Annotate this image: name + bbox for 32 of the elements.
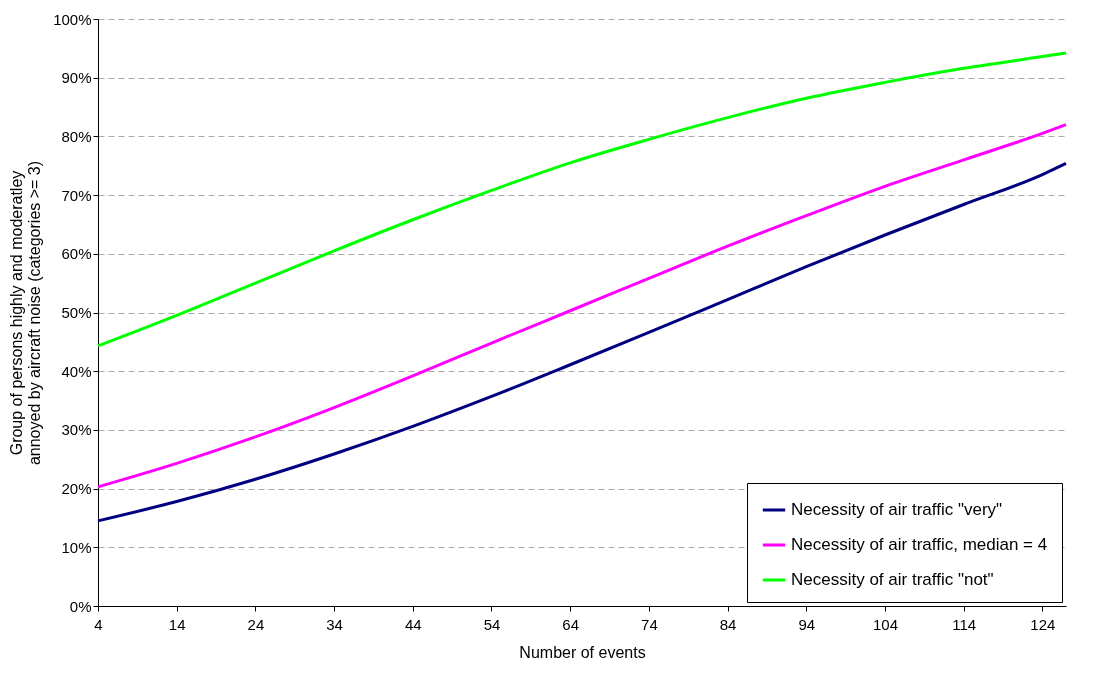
x-tick-label: 54 [483,615,501,633]
y-tick-label: 0% [69,597,92,615]
line-series [96,51,1068,348]
y-tick-label: 60% [61,245,92,263]
x-tick-label: 114 [952,615,977,633]
y-tick-label: 80% [61,127,92,145]
x-tick-label: 24 [247,615,265,633]
x-tick-label: 94 [798,615,816,633]
x-tick-label: 124 [1030,615,1056,633]
line-series [96,161,1068,523]
x-tick-label: 84 [719,615,737,633]
x-tick-label: 34 [326,615,343,633]
line-series [96,123,1068,489]
legend-label: Necessity of air traffic "very" [791,500,1003,519]
x-tick-label: 14 [168,615,186,633]
y-axis-title: Group of persons highly and moderatley annoyed by aircraft noise (categories >= 3) [8,160,44,466]
x-tick-label: 104 [872,615,899,633]
y-tick-label: 100% [53,10,92,28]
x-tick-label: 64 [562,615,580,633]
y-tick-label: 40% [61,362,92,380]
legend-label: Necessity of air traffic "not" [791,570,994,589]
x-tick-label: 44 [404,615,422,633]
y-tick-label: 90% [61,69,92,87]
y-tick-label: 30% [61,421,92,439]
y-tick-label: 70% [61,186,92,204]
x-tick-label: 4 [94,615,103,633]
legend-label: Necessity of air traffic, median = 4 [791,535,1048,554]
x-axis-title: Number of events [519,643,646,661]
y-tick-label: 50% [61,304,92,321]
x-tick-label: 74 [641,615,658,633]
y-tick-label: 20% [61,480,92,498]
y-tick-label: 10% [61,538,92,556]
